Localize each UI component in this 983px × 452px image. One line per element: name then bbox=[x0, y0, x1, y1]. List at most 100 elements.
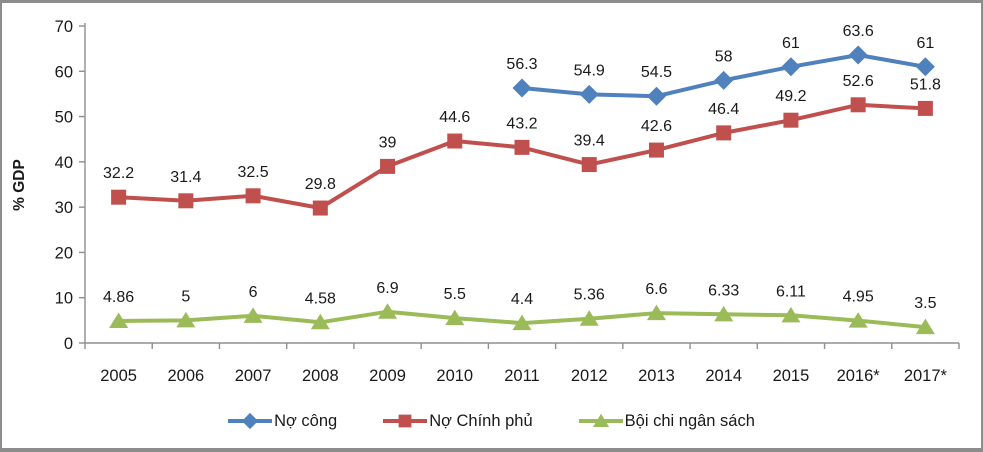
data-label: 58 bbox=[715, 48, 733, 65]
diamond-marker-icon bbox=[646, 86, 666, 106]
data-label: 46.4 bbox=[708, 101, 739, 118]
triangle-marker-icon bbox=[646, 304, 666, 321]
x-tick-label: 2007 bbox=[235, 367, 272, 385]
x-tick-label: 2010 bbox=[436, 367, 473, 385]
data-label: 5.5 bbox=[444, 286, 466, 303]
square-marker-icon bbox=[245, 188, 261, 204]
square-marker-icon bbox=[447, 133, 463, 149]
square-marker-icon bbox=[380, 158, 396, 174]
chart-legend: Nợ công Nợ Chính phủ Bội chi ngân sách bbox=[2, 406, 981, 436]
data-label: 54.9 bbox=[574, 62, 605, 79]
square-marker-icon bbox=[783, 112, 799, 128]
x-tick-label: 2011 bbox=[504, 367, 539, 385]
legend-item-1: Nợ Chính phủ bbox=[383, 411, 533, 431]
triangle-marker-icon bbox=[109, 312, 129, 328]
y-tick-label: 60 bbox=[55, 63, 73, 81]
data-label: 51.8 bbox=[910, 76, 941, 93]
triangle-marker-icon bbox=[378, 303, 398, 319]
data-label: 43.2 bbox=[506, 115, 537, 132]
y-axis-title: % GDP bbox=[11, 159, 28, 211]
y-tick-label: 10 bbox=[55, 290, 73, 308]
x-tick-label: 2009 bbox=[369, 367, 406, 385]
x-tick-label: 2017* bbox=[904, 367, 948, 385]
y-tick-label: 30 bbox=[55, 199, 73, 217]
data-label: 6.11 bbox=[776, 283, 806, 300]
x-tick-label: 2013 bbox=[638, 367, 675, 385]
data-label: 29.8 bbox=[305, 176, 336, 193]
triangle-marker-icon bbox=[592, 413, 609, 427]
triangle-marker-icon bbox=[445, 309, 465, 326]
data-label: 54.5 bbox=[641, 64, 672, 81]
x-tick-label: 2005 bbox=[100, 367, 137, 385]
data-label: 6.9 bbox=[376, 280, 398, 297]
diamond-marker-icon bbox=[848, 45, 868, 65]
series-1: 32.2 31.4 32.5 29.8 39 44.6 43.2 39.4 42.6 46.4 49… bbox=[103, 73, 941, 216]
legend-item-2: Bội chi ngân sách bbox=[578, 411, 755, 431]
legend-swatch bbox=[578, 413, 623, 427]
legend-item-0: Nợ công bbox=[228, 411, 337, 431]
data-label: 52.6 bbox=[843, 73, 874, 90]
y-tick-label: 20 bbox=[55, 244, 73, 262]
square-marker-icon bbox=[514, 139, 530, 155]
series-0: 56.3 54.9 54.5 58 61 63.6 61 bbox=[506, 23, 935, 106]
data-label: 39 bbox=[379, 134, 397, 151]
data-label: 31.4 bbox=[170, 169, 201, 186]
triangle-marker-icon bbox=[243, 307, 263, 323]
legend-label: Nợ công bbox=[274, 411, 338, 430]
data-label: 61 bbox=[916, 35, 934, 52]
triangle-marker-icon bbox=[512, 314, 532, 331]
x-tick-label: 2012 bbox=[571, 367, 608, 385]
square-marker-icon bbox=[178, 193, 194, 209]
data-label: 44.6 bbox=[439, 109, 470, 126]
square-marker-icon bbox=[398, 414, 412, 428]
square-marker-icon bbox=[581, 157, 597, 173]
triangle-marker-icon bbox=[848, 312, 868, 328]
triangle-marker-icon bbox=[176, 311, 196, 328]
data-label: 6.6 bbox=[645, 281, 667, 298]
data-label: 4.58 bbox=[305, 290, 336, 307]
legend-swatch bbox=[383, 414, 428, 428]
line-chart: 0 10 20 30 40 50 60 70 2005 2006 2007 2008 2009 2010 2… bbox=[11, 18, 960, 385]
diamond-marker-icon bbox=[781, 57, 801, 77]
triangle-marker-icon bbox=[714, 305, 734, 322]
data-label: 5 bbox=[181, 288, 190, 305]
square-marker-icon bbox=[917, 100, 933, 116]
data-label: 63.6 bbox=[843, 23, 874, 40]
square-marker-icon bbox=[716, 125, 732, 141]
data-label: 3.5 bbox=[914, 295, 936, 312]
data-label: 49.2 bbox=[775, 88, 806, 105]
x-tick-label: 2015 bbox=[773, 367, 810, 385]
data-label: 39.4 bbox=[574, 133, 605, 150]
y-tick-label: 70 bbox=[55, 18, 73, 36]
triangle-marker-icon bbox=[915, 318, 935, 335]
legend-label: Bội chi ngân sách bbox=[624, 411, 755, 430]
series-2: 4.86 5 6 4.58 6.9 5.5 4.4 5.36 6.6 6.33 6.11 4.95 3.… bbox=[103, 280, 937, 335]
triangle-marker-icon bbox=[579, 310, 599, 326]
diamond-marker-icon bbox=[512, 78, 532, 98]
data-label: 6.33 bbox=[708, 282, 739, 299]
triangle-marker-icon bbox=[781, 306, 801, 323]
square-marker-icon bbox=[312, 200, 328, 216]
square-marker-icon bbox=[850, 97, 866, 113]
data-label: 4.95 bbox=[843, 289, 874, 306]
y-tick-label: 40 bbox=[55, 154, 73, 172]
square-marker-icon bbox=[111, 189, 127, 205]
data-label: 61 bbox=[782, 35, 800, 52]
data-label: 56.3 bbox=[506, 56, 537, 73]
data-label: 32.5 bbox=[238, 164, 269, 181]
diamond-marker-icon bbox=[714, 70, 734, 90]
diamond-marker-icon bbox=[579, 84, 599, 104]
x-tick-label: 2014 bbox=[705, 367, 742, 385]
data-label: 5.36 bbox=[574, 287, 605, 304]
x-tick-label: 2006 bbox=[167, 367, 204, 385]
triangle-marker-icon bbox=[310, 313, 330, 330]
data-label: 32.2 bbox=[103, 165, 134, 182]
data-label: 4.4 bbox=[511, 291, 533, 308]
x-tick-label: 2016* bbox=[837, 367, 881, 385]
diamond-marker-icon bbox=[915, 57, 935, 77]
y-tick-label: 0 bbox=[64, 335, 73, 353]
x-tick-label: 2008 bbox=[302, 367, 339, 385]
data-label: 42.6 bbox=[641, 118, 672, 135]
diamond-marker-icon bbox=[242, 412, 259, 430]
